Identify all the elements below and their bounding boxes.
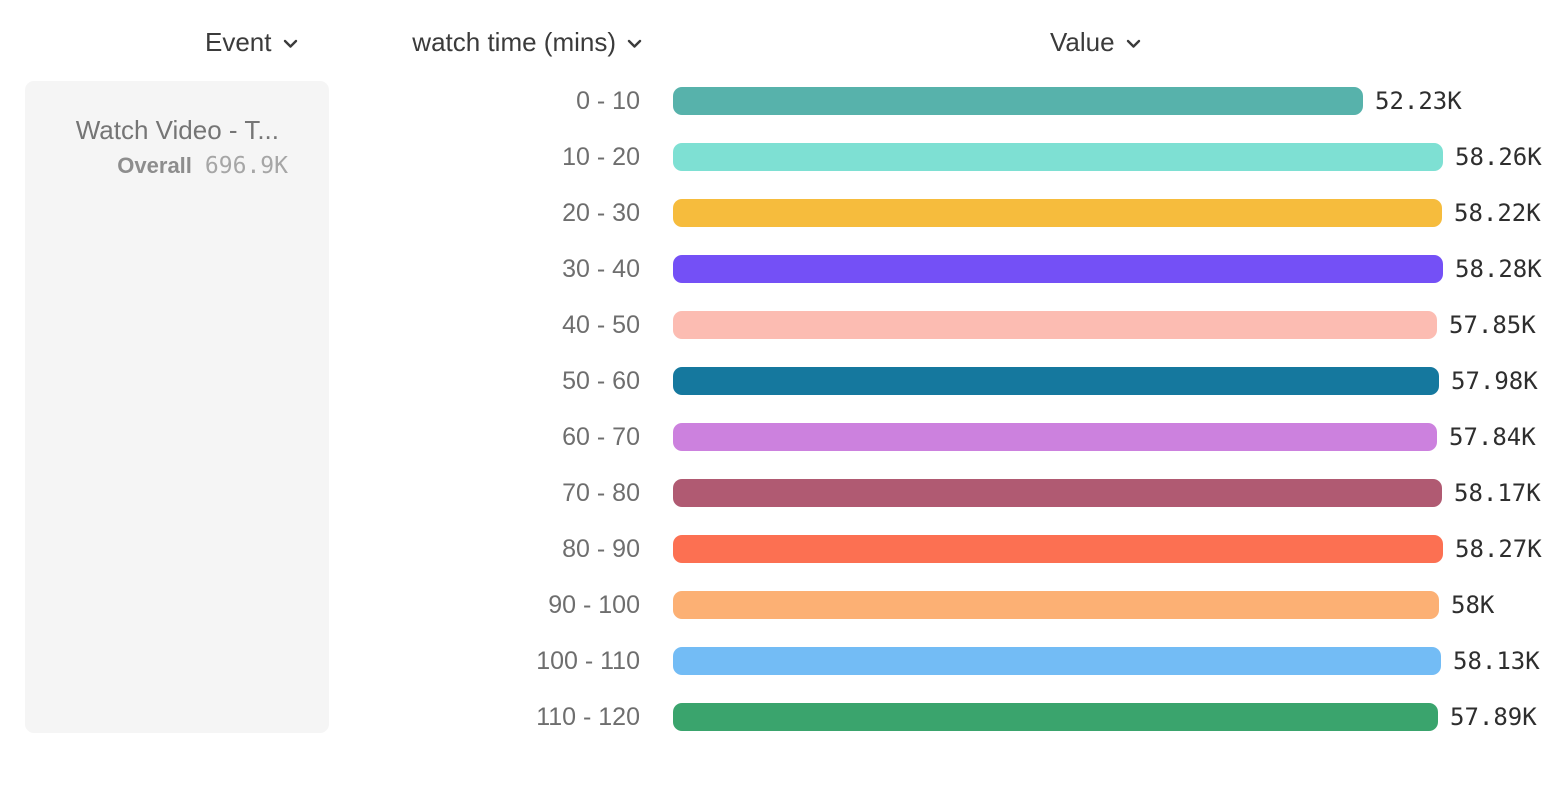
bar-value: 52.23K: [1375, 87, 1462, 115]
bar-value: 58.13K: [1453, 647, 1540, 675]
event-panel: Watch Video - T... Overall 696.9K: [25, 81, 329, 733]
bar-row: 50 - 60 57.98K: [0, 353, 1568, 409]
chevron-down-icon: [1126, 39, 1141, 49]
bucket-label: 70 - 80: [562, 478, 640, 507]
bar-row: 80 - 90 58.27K: [0, 521, 1568, 577]
bar-value: 58K: [1451, 591, 1495, 619]
bar-row: 0 - 10 52.23K: [0, 73, 1568, 129]
bar-row: 110 - 120 57.89K: [0, 689, 1568, 745]
bar[interactable]: [673, 703, 1438, 731]
bar-value: 58.26K: [1455, 143, 1542, 171]
bar-value: 58.27K: [1455, 535, 1542, 563]
bucket-label: 30 - 40: [562, 254, 640, 283]
chevron-down-icon: [283, 39, 298, 49]
bar[interactable]: [673, 87, 1363, 115]
bar-value: 57.84K: [1449, 423, 1536, 451]
bar-row: 40 - 50 57.85K: [0, 297, 1568, 353]
event-column-label: Event: [205, 27, 272, 57]
bucket-label: 60 - 70: [562, 422, 640, 451]
bar-value: 58.22K: [1454, 199, 1541, 227]
bar[interactable]: [673, 479, 1442, 507]
bar-row: 70 - 80 58.17K: [0, 465, 1568, 521]
chevron-down-icon: [627, 39, 642, 49]
bar[interactable]: [673, 311, 1437, 339]
bar-value: 57.89K: [1450, 703, 1537, 731]
bucket-label: 20 - 30: [562, 198, 640, 227]
value-column-label: Value: [1050, 27, 1115, 57]
bar-row: 30 - 40 58.28K: [0, 241, 1568, 297]
overall-label: Overall: [117, 153, 192, 178]
bar[interactable]: [673, 535, 1443, 563]
breakdown-column-label: watch time (mins): [412, 27, 616, 57]
value-column-header[interactable]: Value: [1050, 26, 1141, 58]
event-overall-row: Overall 696.9K: [25, 153, 329, 179]
bar-value: 57.98K: [1451, 367, 1538, 395]
bucket-label: 10 - 20: [562, 142, 640, 171]
bucket-label: 100 - 110: [536, 646, 640, 675]
bucket-label: 0 - 10: [576, 86, 640, 115]
bar-row: 20 - 30 58.22K: [0, 185, 1568, 241]
bar-value: 57.85K: [1449, 311, 1536, 339]
bar-value: 58.28K: [1455, 255, 1542, 283]
bucket-label: 80 - 90: [562, 534, 640, 563]
bar[interactable]: [673, 647, 1441, 675]
bar-row: 10 - 20 58.26K: [0, 129, 1568, 185]
bucket-label: 90 - 100: [548, 590, 640, 619]
bar[interactable]: [673, 591, 1439, 619]
bar[interactable]: [673, 199, 1442, 227]
breakdown-column-header[interactable]: watch time (mins): [412, 26, 642, 58]
overall-value: 696.9K: [204, 153, 288, 179]
bucket-label: 40 - 50: [562, 310, 640, 339]
bar-row: 90 - 100 58K: [0, 577, 1568, 633]
event-name[interactable]: Watch Video - T...: [75, 115, 279, 145]
bar-value: 58.17K: [1454, 479, 1541, 507]
bar[interactable]: [673, 423, 1437, 451]
bar[interactable]: [673, 367, 1439, 395]
event-column-header[interactable]: Event: [205, 26, 298, 58]
bar-row: 100 - 110 58.13K: [0, 633, 1568, 689]
bucket-label: 110 - 120: [536, 702, 640, 731]
bar[interactable]: [673, 143, 1443, 171]
bar[interactable]: [673, 255, 1443, 283]
bar-row: 60 - 70 57.84K: [0, 409, 1568, 465]
bucket-label: 50 - 60: [562, 366, 640, 395]
bar-rows: 0 - 10 52.23K 10 - 20 58.26K 20 - 30 58.22K 30…: [0, 73, 1568, 745]
